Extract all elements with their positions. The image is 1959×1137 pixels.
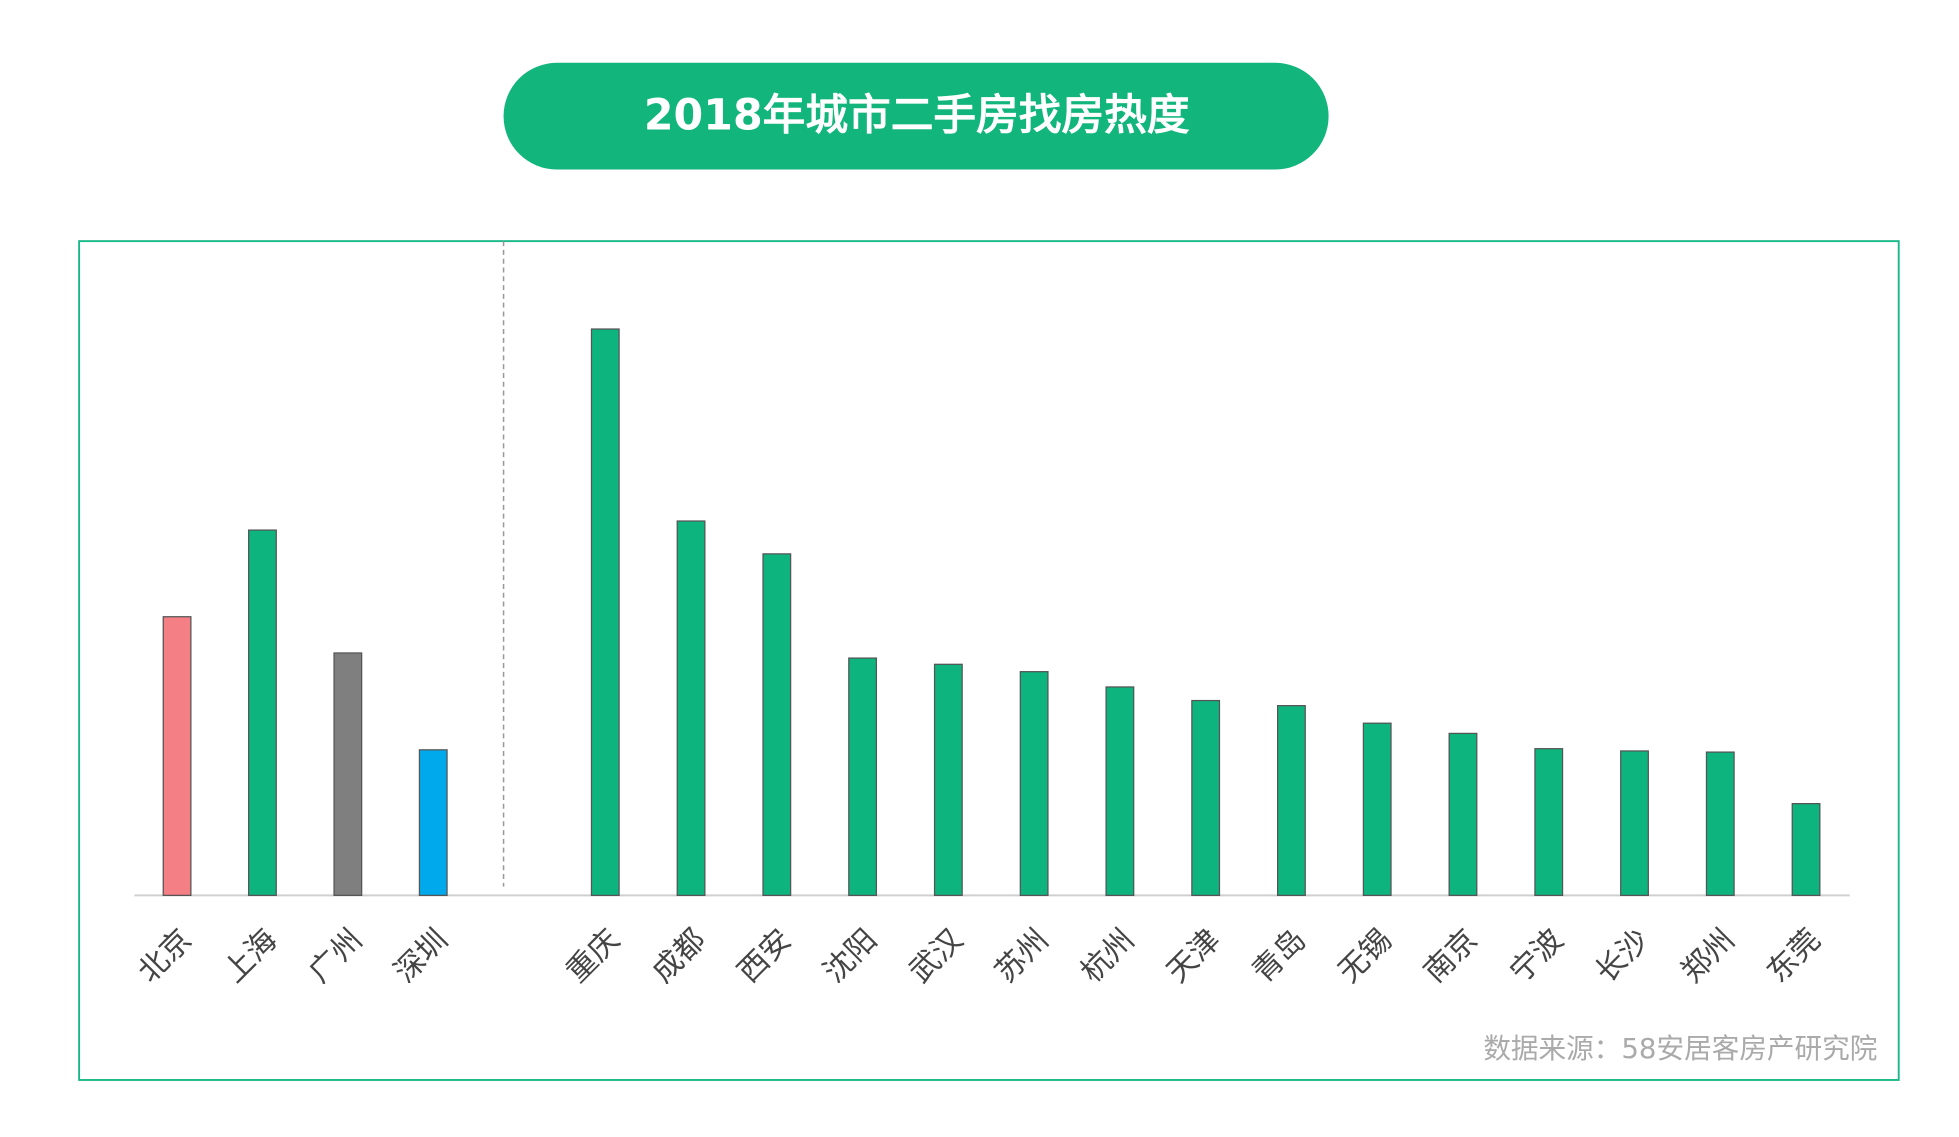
x-tick-label: 西安 [731,922,798,989]
x-tick-label: 东莞 [1760,922,1827,989]
bar [418,749,448,897]
bar [1620,750,1649,897]
bar [1448,732,1478,897]
x-tick-label: 天津 [1160,922,1227,989]
x-tick-label: 上海 [217,922,284,989]
bar [1362,722,1392,897]
bar [333,652,363,897]
x-tick-label: 南京 [1417,922,1484,989]
x-tick-label: 杭州 [1074,922,1141,989]
bar [1791,802,1821,897]
bar [676,520,706,897]
bar [162,616,192,897]
x-tick-label: 无锡 [1332,922,1399,989]
bar [933,663,963,897]
x-tick-label: 青岛 [1246,922,1313,989]
x-tick-label: 郑州 [1675,922,1742,989]
x-tick-label: 苏州 [988,922,1055,989]
bar [1105,686,1135,897]
chart-frame [78,240,1900,1081]
x-tick-label: 广州 [302,922,369,989]
bar [1276,705,1306,897]
x-tick-label: 宁波 [1503,922,1570,989]
bar [1705,751,1735,897]
chart-title: 2018年城市二手房找房热度 [644,91,1190,141]
x-tick-label: 长沙 [1589,922,1656,989]
x-tick-label: 深圳 [388,922,455,989]
title-pill [503,62,1329,170]
x-tick-label: 武汉 [903,922,970,989]
bar [848,657,878,897]
bar [590,328,620,897]
bar [1019,671,1049,897]
bar [1191,699,1221,897]
bar [762,553,792,897]
x-tick-label: 成都 [645,922,712,989]
x-tick-label: 沈阳 [817,922,884,989]
bar [1534,748,1564,897]
x-tick-label: 北京 [131,922,198,989]
bar [248,529,277,897]
x-tick-label: 重庆 [560,922,627,989]
source-note: 数据来源：58安居客房产研究院 [1483,1032,1877,1065]
